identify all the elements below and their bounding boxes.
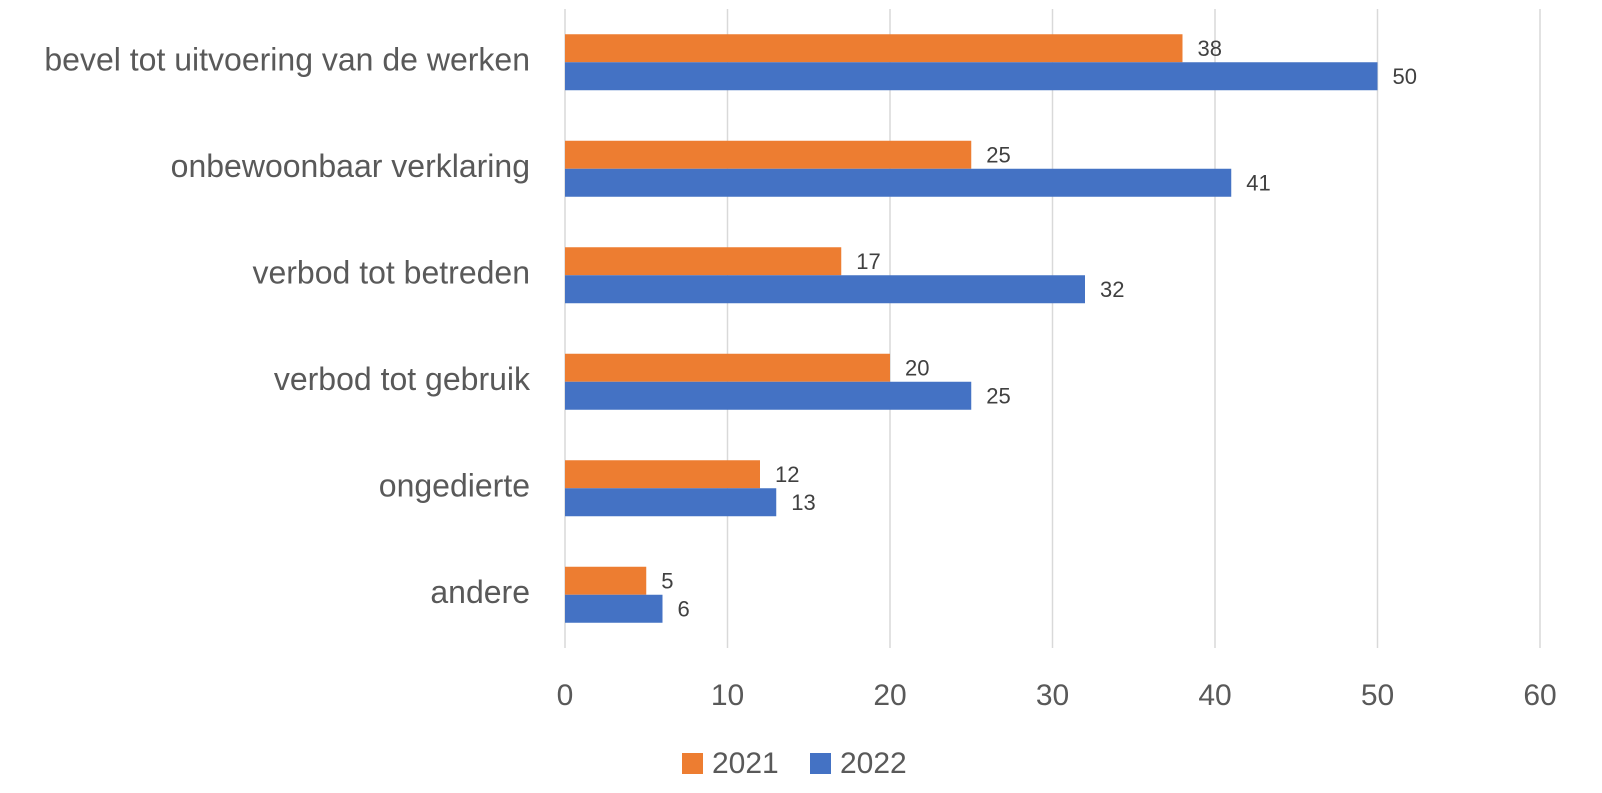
data-label: 50 <box>1393 64 1417 89</box>
data-label: 6 <box>678 597 690 622</box>
data-label: 5 <box>661 569 673 594</box>
y-tick-label: andere <box>430 574 530 610</box>
data-label: 17 <box>856 249 880 274</box>
x-tick-label: 50 <box>1361 679 1394 712</box>
data-label: 25 <box>986 384 1010 409</box>
bar <box>565 460 760 489</box>
data-label: 13 <box>791 490 815 515</box>
x-tick-label: 30 <box>1036 679 1069 712</box>
x-tick-label: 40 <box>1198 679 1231 712</box>
bar <box>565 62 1378 91</box>
bar <box>565 488 777 517</box>
bar <box>565 353 890 382</box>
data-label: 12 <box>775 462 799 487</box>
bar <box>565 275 1085 304</box>
x-tick-label: 10 <box>711 679 744 712</box>
y-tick-label: onbewoonbaar verklaring <box>171 148 530 184</box>
x-tick-label: 20 <box>873 679 906 712</box>
data-label: 20 <box>905 356 929 381</box>
y-tick-label: bevel tot uitvoering van de werken <box>44 42 530 78</box>
bar <box>565 168 1232 197</box>
bar <box>565 566 647 595</box>
legend-swatch <box>810 753 831 774</box>
bar <box>565 34 1183 63</box>
data-label: 41 <box>1246 171 1270 196</box>
bar <box>565 594 663 623</box>
y-tick-label: verbod tot betreden <box>252 255 530 291</box>
legend-label: 2022 <box>840 747 907 780</box>
legend-label: 2021 <box>712 747 779 780</box>
bar <box>565 140 972 169</box>
y-tick-label: verbod tot gebruik <box>274 361 531 397</box>
bar <box>565 381 972 410</box>
data-label: 32 <box>1100 277 1124 302</box>
x-tick-label: 60 <box>1523 679 1556 712</box>
y-tick-label: ongedierte <box>379 468 530 504</box>
data-label: 38 <box>1198 36 1222 61</box>
bar <box>565 247 842 276</box>
legend-swatch <box>682 753 703 774</box>
x-tick-label: 0 <box>557 679 574 712</box>
data-label: 25 <box>986 143 1010 168</box>
